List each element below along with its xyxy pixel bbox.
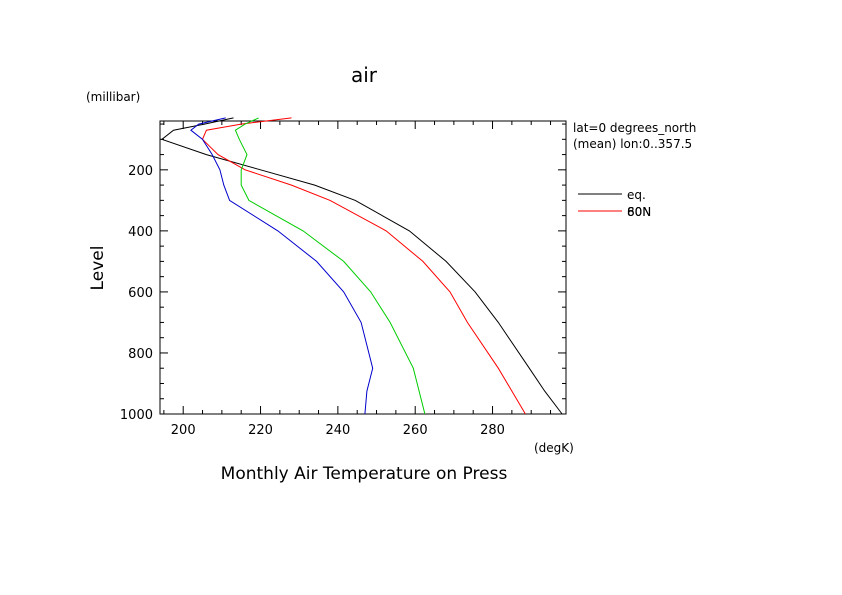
chart-title: air — [351, 63, 378, 87]
x-units: (degK) — [534, 441, 574, 455]
y-units: (millibar) — [86, 90, 140, 104]
y-tick-label: 800 — [128, 347, 153, 362]
plot-area — [159, 120, 567, 415]
y-tick-label: 600 — [128, 286, 153, 301]
info-line-lat: lat=0 degrees_north — [573, 121, 696, 135]
x-tick-label: 280 — [480, 423, 505, 438]
x-tick-label: 260 — [403, 423, 428, 438]
x-axis-title: Monthly Air Temperature on Press — [221, 464, 508, 484]
info-line-lon: (mean) lon:0..357.5 — [573, 137, 692, 151]
y-axis-title: Level — [88, 246, 108, 291]
y-axis-ticks: 200 400 600 800 1000 — [120, 123, 566, 423]
legend-label: 60N — [627, 205, 651, 219]
plot-frame — [159, 120, 567, 415]
series-line-polar — [234, 117, 426, 415]
x-axis-ticks: 200 220 240 260 280 — [163, 121, 552, 438]
x-tick-label: 240 — [325, 423, 350, 438]
y-tick-label: 1000 — [120, 408, 153, 423]
x-tick-label: 220 — [248, 423, 273, 438]
legend-label: 80N — [627, 205, 651, 219]
legend-label: eq. — [627, 188, 646, 202]
y-tick-label: 200 — [128, 164, 153, 179]
series-line-eq — [160, 117, 563, 415]
series-line-antarctic — [190, 117, 374, 415]
series-line-60n — [201, 117, 526, 415]
y-tick-label: 400 — [128, 225, 153, 240]
x-tick-label: 200 — [171, 423, 196, 438]
series-lines — [160, 117, 563, 415]
